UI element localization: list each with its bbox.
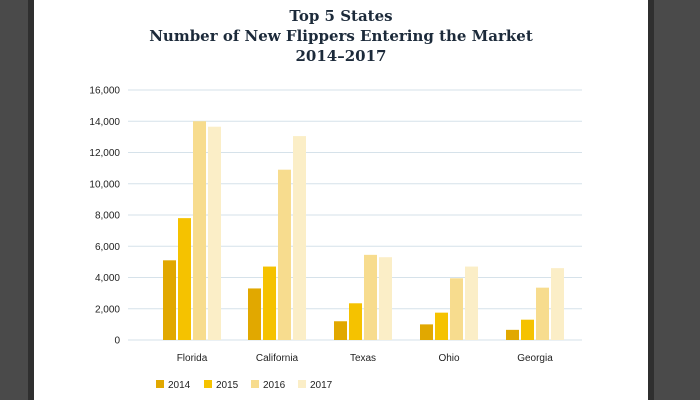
bar-2014-florida xyxy=(163,260,176,340)
bar-2014-california xyxy=(248,288,261,340)
x-tick-label: Texas xyxy=(350,353,376,364)
bar-2015-florida xyxy=(178,218,191,340)
bar-2015-texas xyxy=(349,303,362,340)
chart-subtitle: Number of New Flippers Entering the Mark… xyxy=(149,27,533,45)
x-tick-label: Ohio xyxy=(438,353,460,364)
bar-2017-georgia xyxy=(551,268,564,340)
legend-swatch-2017 xyxy=(298,380,306,388)
bar-2016-texas xyxy=(364,254,377,340)
chart-title: Top 5 States xyxy=(289,7,393,25)
bar-2014-georgia xyxy=(506,329,519,340)
y-tick-label: 6,000 xyxy=(95,242,120,253)
y-tick-label: 8,000 xyxy=(95,211,120,222)
x-tick-label: California xyxy=(256,353,299,364)
y-tick-label: 16,000 xyxy=(89,86,120,97)
legend-label-2016: 2016 xyxy=(263,380,286,391)
bar-2017-ohio xyxy=(465,266,478,340)
bar-2014-texas xyxy=(334,321,347,340)
bar-chart: 0 2,000 4,000 6,000 8,000 10,000 12,000 14,000 1… xyxy=(89,86,582,391)
legend-swatch-2014 xyxy=(156,380,164,388)
bar-2017-california xyxy=(293,136,306,340)
y-tick-label: 0 xyxy=(114,336,120,347)
legend-label-2015: 2015 xyxy=(216,380,239,391)
bar-2016-florida xyxy=(193,121,206,340)
bar-2017-texas xyxy=(379,257,392,340)
bar-2014-ohio xyxy=(420,324,433,340)
frame-left-edge xyxy=(28,0,34,400)
bar-2016-california xyxy=(278,169,291,340)
legend-label-2017: 2017 xyxy=(310,380,333,391)
y-tick-label: 12,000 xyxy=(89,148,120,159)
bar-2016-georgia xyxy=(536,287,549,340)
y-tick-label: 2,000 xyxy=(95,304,120,315)
bar-2017-florida xyxy=(208,126,221,340)
bar-2016-ohio xyxy=(450,278,463,340)
bar-2015-california xyxy=(263,266,276,340)
bar-2015-ohio xyxy=(435,312,448,340)
title-block: Top 5 States Number of New Flippers Ente… xyxy=(34,6,648,66)
legend-label-2014: 2014 xyxy=(168,380,191,391)
x-tick-label: Georgia xyxy=(517,353,553,364)
legend-swatch-2016 xyxy=(251,380,259,388)
legend-swatch-2015 xyxy=(204,380,212,388)
x-tick-label: Florida xyxy=(177,353,208,364)
chart-years: 2014–2017 xyxy=(295,47,387,65)
chart-page: Top 5 States Number of New Flippers Ente… xyxy=(34,0,648,400)
y-tick-label: 14,000 xyxy=(89,117,120,128)
bar-2015-georgia xyxy=(521,319,534,340)
y-tick-label: 4,000 xyxy=(95,273,120,284)
y-tick-label: 10,000 xyxy=(89,179,120,190)
frame-right-edge xyxy=(648,0,654,400)
